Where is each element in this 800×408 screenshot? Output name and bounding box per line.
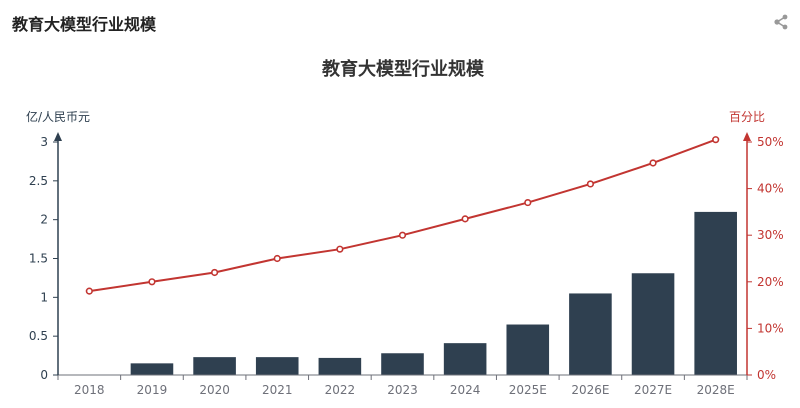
bar [694,211,737,375]
right-axis-arrow [743,132,751,141]
line-point [85,287,93,295]
bar [130,363,174,375]
line-point [273,254,281,263]
x-tick-label: 2027E [634,383,672,397]
x-tick-label: 2020 [199,383,230,397]
y-left-tick-label: 2.5 [29,174,48,188]
y-right-tick-label: 50% [757,135,784,149]
y-left-axis-label: 亿/人民币元 [26,109,90,124]
line-point [210,268,219,277]
y-right-tick-label: 0% [757,368,776,382]
bar [193,357,236,375]
line-point [336,245,344,253]
x-tick-label: 2021 [262,383,293,397]
y-left-tick-label: 1 [40,290,48,304]
y-right-tick-label: 40% [757,182,784,196]
y-left-tick-label: 0.5 [29,329,48,343]
y-right-tick-label: 10% [757,321,784,335]
x-tick-label: 2018 [74,383,105,397]
line-point [398,231,407,239]
line-series [89,138,717,293]
bar [569,293,612,375]
bar [443,343,487,375]
line-point [712,136,720,144]
x-tick-label: 2022 [325,383,356,397]
x-tick-label: 2028E [697,383,735,397]
line-point [649,159,657,167]
x-tick-label: 2019 [137,383,168,397]
y-right-axis-label: 百分比 [729,110,765,124]
chart-title: 教育大模型行业规模 [322,58,485,80]
y-right-tick-label: 30% [757,228,784,242]
x-tick-label: 2024 [450,383,481,397]
x-tick-label: 2025E [509,383,547,397]
y-left-tick-label: 1.5 [29,252,48,266]
bar [381,353,424,375]
y-right-tick-label: 20% [757,275,784,289]
x-tick-label: 2026E [571,383,609,397]
bar [318,357,362,375]
line-point [586,180,595,188]
y-left-tick-label: 2 [40,213,48,227]
line-point [524,198,532,207]
left-axis-arrow [54,132,62,141]
x-tick-label: 2023 [387,383,418,397]
y-left-tick-label: 0 [40,368,48,382]
bar [255,357,299,375]
bar [631,273,675,375]
line-point [461,215,469,223]
y-left-tick-label: 3 [40,135,48,149]
bar [506,324,550,375]
page-title: 教育大模型行业规模 [12,15,157,34]
line-point [148,278,156,286]
share-icon[interactable] [773,14,789,30]
